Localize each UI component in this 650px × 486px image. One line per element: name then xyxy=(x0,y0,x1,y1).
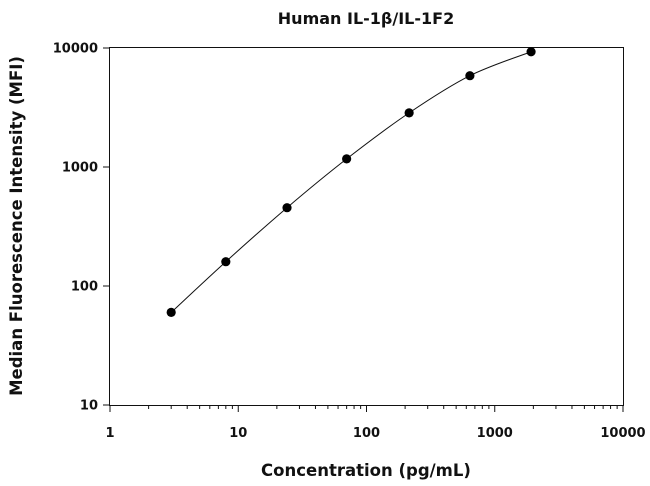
y-tick-label: 10000 xyxy=(53,42,98,57)
x-tick-label: 1000 xyxy=(477,426,513,441)
plot-area xyxy=(109,47,624,406)
y-tick-label: 100 xyxy=(71,280,98,295)
data-points xyxy=(166,47,536,317)
data-point xyxy=(404,108,414,118)
chart-title: Human IL-1β/IL-1F2 xyxy=(278,9,454,28)
data-point xyxy=(465,71,475,81)
x-tick-label: 100 xyxy=(353,426,380,441)
fit-curve xyxy=(170,51,532,313)
y-tick-label: 10 xyxy=(80,399,98,414)
y-axis: 10 100 1000 10000 xyxy=(53,42,110,414)
data-point xyxy=(166,307,176,317)
y-axis-label: Median Fluorescence Intensity (MFI) xyxy=(7,56,26,396)
x-tick-label: 10000 xyxy=(600,426,645,441)
x-tick-label: 10 xyxy=(229,426,247,441)
data-point xyxy=(526,47,536,57)
data-point xyxy=(221,257,231,267)
data-point xyxy=(342,154,352,164)
x-axis: 1 10 100 1000 10000 xyxy=(105,405,646,441)
x-tick-label: 1 xyxy=(105,426,114,441)
data-point xyxy=(282,203,292,213)
x-axis-label: Concentration (pg/mL) xyxy=(261,461,471,480)
y-tick-label: 1000 xyxy=(62,161,98,176)
